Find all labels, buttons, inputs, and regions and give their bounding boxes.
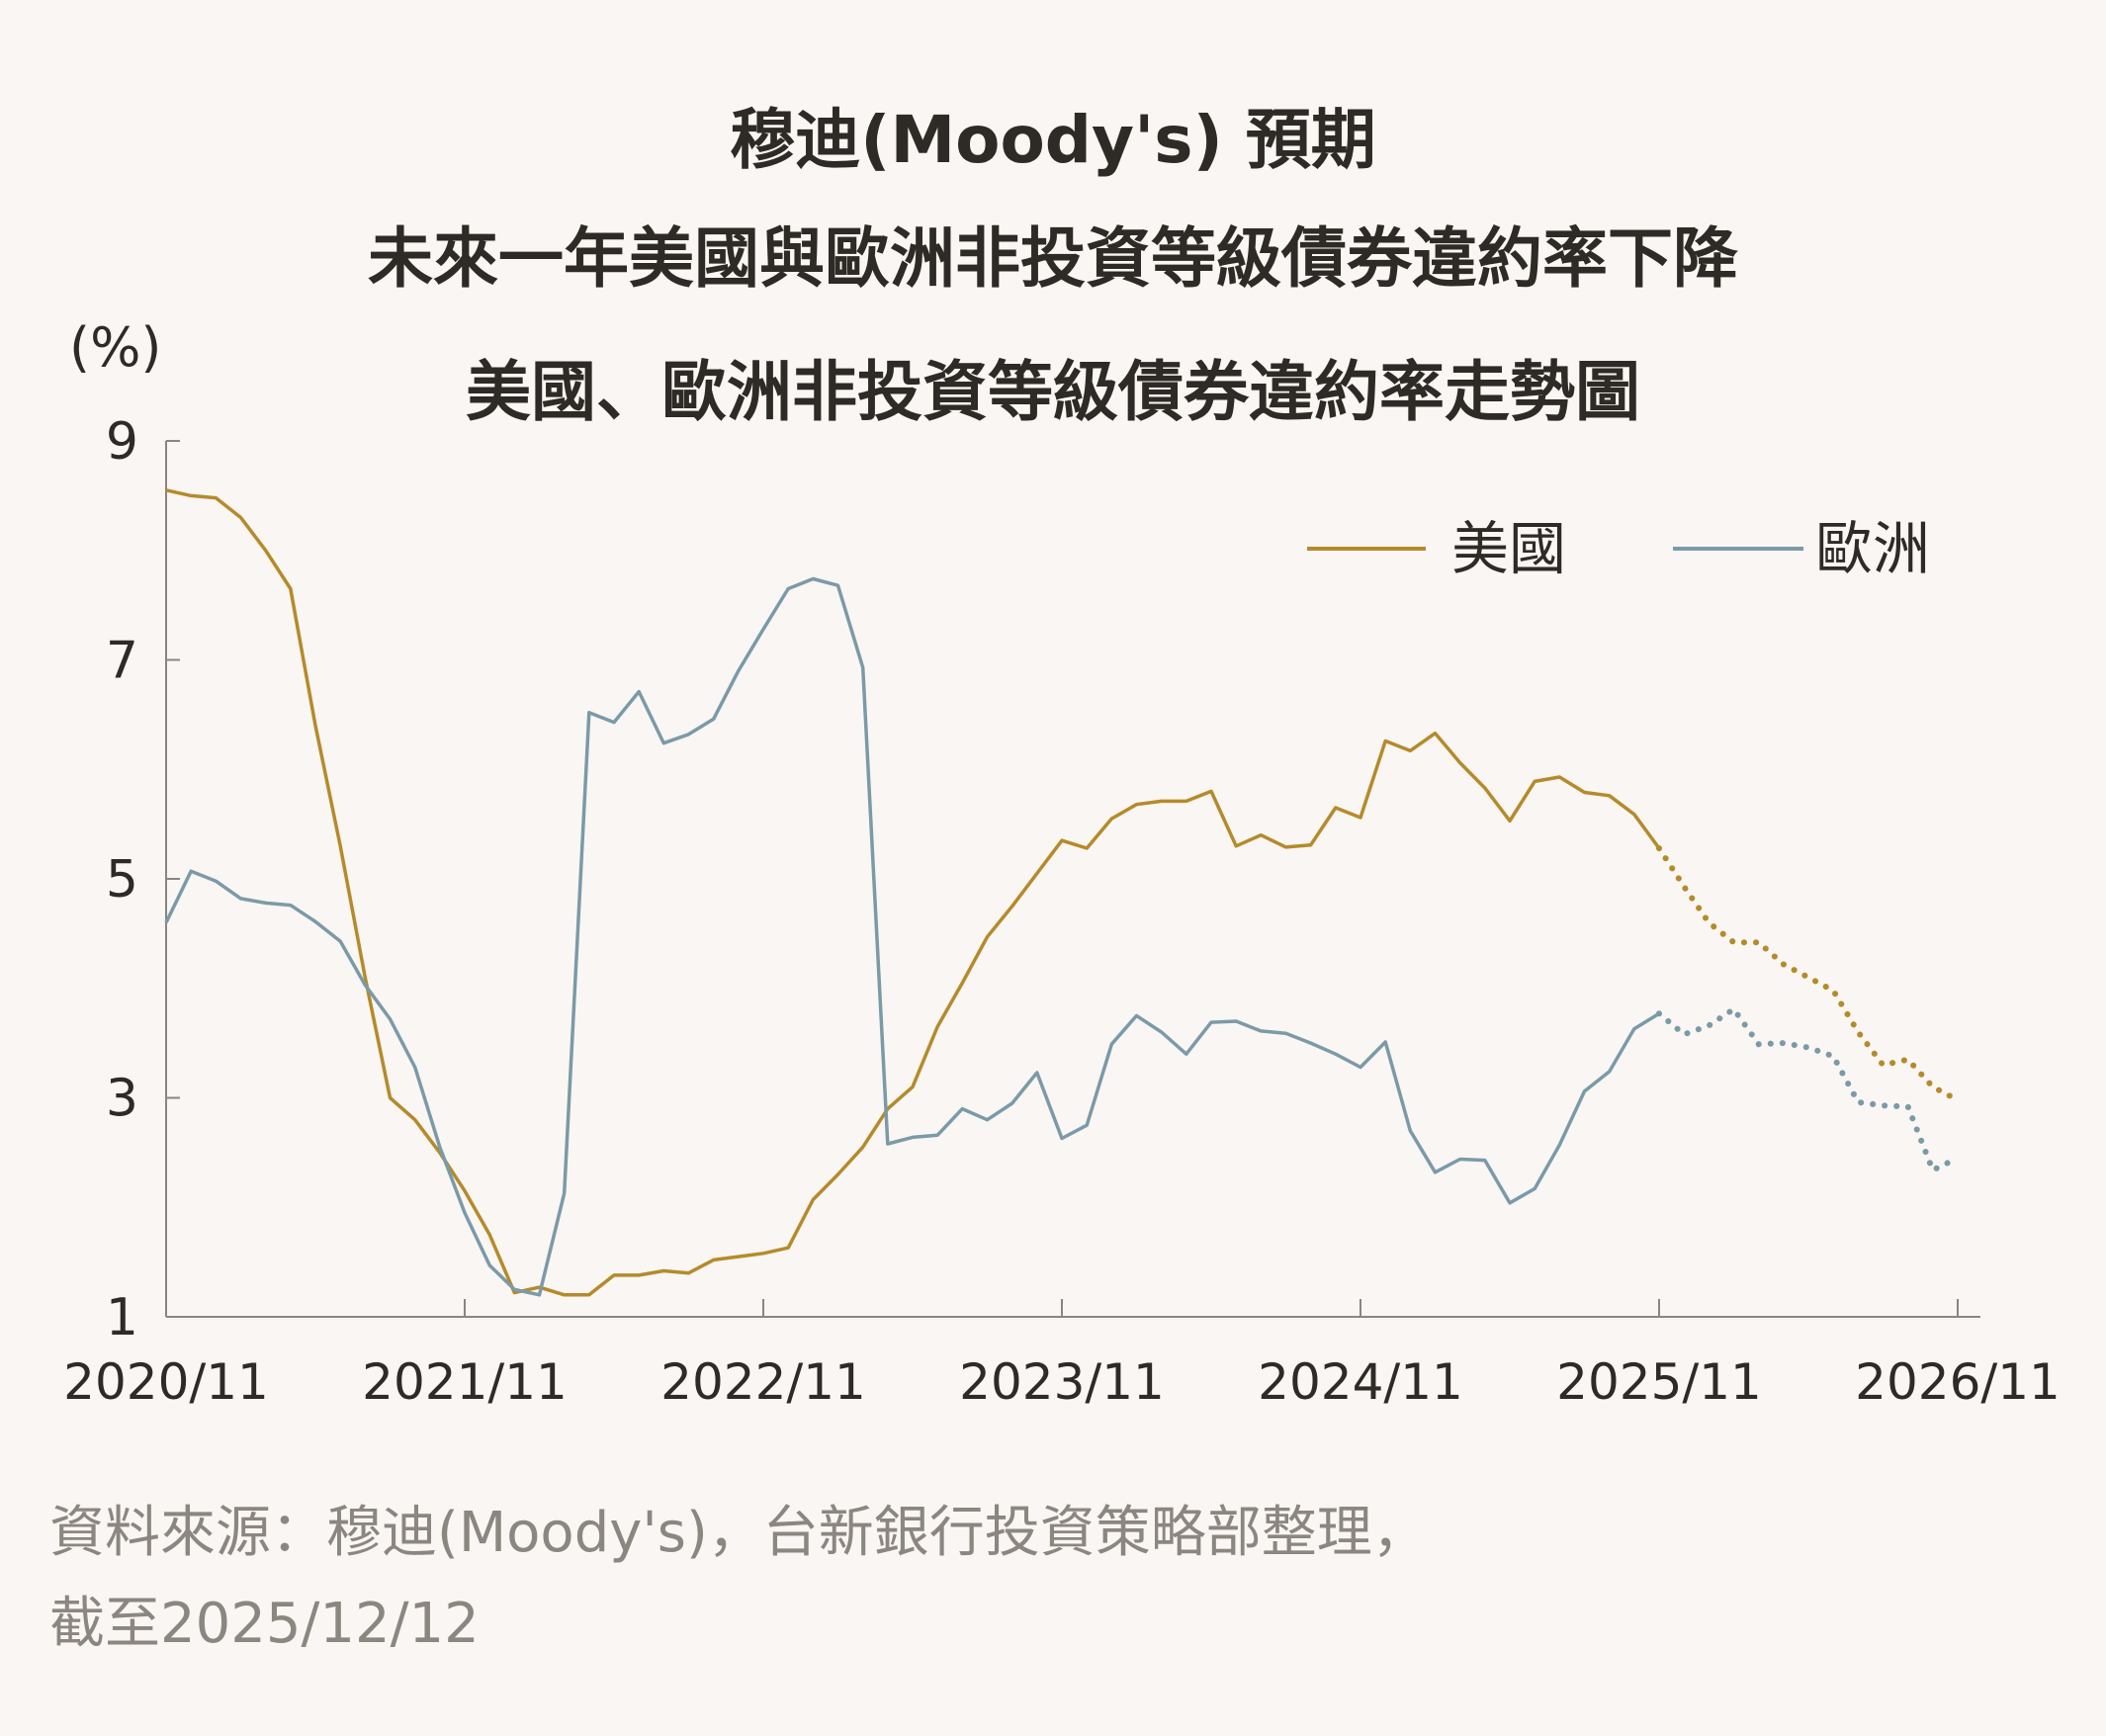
x-tick-label: 2026/11 xyxy=(1855,1353,2061,1411)
chart-subtitle: 美國、歐洲非投資等級債券違約率走勢圖 xyxy=(466,354,1640,430)
series-line-europe-actual xyxy=(164,576,1660,1297)
x-tick-label: 2023/11 xyxy=(959,1353,1165,1411)
series-line-us-forecast xyxy=(1656,845,1961,1103)
chart-title-line-1: 穆迪(Moody's) 預期 xyxy=(730,102,1376,178)
y-tick-label: 9 xyxy=(106,412,138,472)
legend-label-us: 美國 xyxy=(1451,515,1566,582)
y-tick-label: 7 xyxy=(106,632,138,691)
series-line-europe-forecast xyxy=(1656,1004,1961,1174)
x-tick-label: 2025/11 xyxy=(1556,1353,1762,1411)
chart-title-line-2: 未來一年美國與歐洲非投資等級債券違約率下降 xyxy=(368,220,1738,297)
source-note: 資料來源：穆迪(Moody's)，台新銀行投資策略部整理， xyxy=(49,1501,1428,1565)
line-chart: 1 3 5 7 9 2020/11 2021/11 2022/11 2023/11 2024/11… xyxy=(63,412,2061,1411)
y-axis-unit-label: (%) xyxy=(69,316,162,379)
y-tick-label: 3 xyxy=(106,1070,138,1129)
series-line-us-actual xyxy=(165,488,1661,1297)
source-date: 截至2025/12/12 xyxy=(49,1592,480,1656)
y-tick-label: 5 xyxy=(106,850,138,910)
y-tick-label: 1 xyxy=(106,1288,138,1347)
legend-label-europe: 歐洲 xyxy=(1815,515,1930,582)
x-tick-label: 2020/11 xyxy=(63,1353,269,1411)
x-tick-label: 2024/11 xyxy=(1258,1353,1463,1411)
x-tick-label: 2022/11 xyxy=(660,1353,866,1411)
x-tick-label: 2021/11 xyxy=(362,1353,568,1411)
